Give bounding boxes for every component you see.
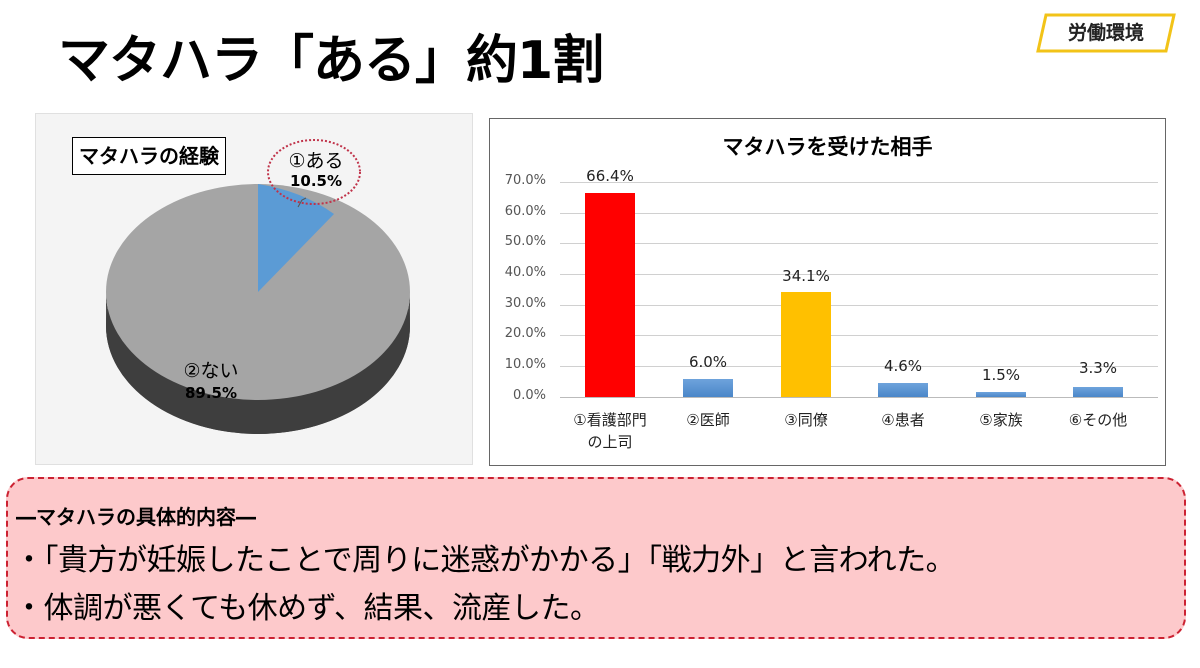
bar-chart-title: マタハラを受けた相手 (722, 135, 933, 159)
gridline (560, 305, 1158, 306)
tag-frame-shape (1036, 13, 1176, 53)
bar-value: 3.3% (1078, 359, 1118, 377)
pie-chart (106, 139, 410, 434)
x-label-line: ①看護部門 (573, 411, 647, 429)
bar-doctor (683, 379, 733, 397)
bar-nursing-supervisor (585, 193, 635, 397)
bar-family (976, 392, 1026, 397)
x-label: ⑤家族 (979, 411, 1023, 429)
x-label-line: の上司 (587, 433, 633, 451)
y-tick: 20.0% (504, 326, 546, 341)
gridline (560, 366, 1158, 367)
y-tick: 60.0% (504, 204, 546, 219)
bar-chart-panel: マタハラを受けた相手 70.0% 60.0% 50.0% 40.0% 30.0%… (489, 118, 1166, 466)
category-tag-label: 労働環境 (1067, 22, 1144, 44)
x-axis-line (560, 397, 1158, 398)
x-label: ③同僚 (784, 411, 828, 429)
x-label: ②医師 (686, 411, 730, 429)
x-label: ⑥その他 (1068, 411, 1128, 429)
gridline (560, 243, 1158, 244)
pie-label-none: ②ない (183, 360, 239, 382)
y-tick: 40.0% (504, 265, 546, 280)
x-label: ①看護部門 の上司 (560, 409, 660, 453)
y-tick: 0.0% (512, 388, 546, 403)
bar-value: 1.5% (981, 366, 1021, 384)
gridline (560, 335, 1158, 336)
page-title: マタハラ「ある」約1割 (58, 31, 604, 91)
bar-patient (878, 383, 928, 397)
y-tick: 70.0% (504, 173, 546, 188)
pie-value-yes: 10.5% (289, 172, 343, 190)
y-tick: 30.0% (504, 296, 546, 311)
x-label: ④患者 (881, 411, 925, 429)
y-tick: 10.0% (504, 357, 546, 372)
bar-colleague (781, 292, 831, 397)
pie-slice-yes (258, 184, 334, 292)
details-line: ・「貴方が妊娠したことで周りに迷惑がかかる」「戦力外」と言われた。 (14, 543, 956, 578)
gridline (560, 274, 1158, 275)
details-line: ・体調が悪くても休めず、結果、流産した。 (14, 591, 600, 626)
pie-label-yes: ①ある (288, 150, 344, 172)
details-heading: ―マタハラの具体的内容― (16, 505, 256, 529)
callout-ellipse (267, 139, 361, 205)
bar-value: 6.0% (688, 353, 728, 371)
pie-chart-panel: マタハラの経験 ①ある 10.5% ②ない 89.5% (35, 113, 473, 465)
category-tag: 労働環境 (1036, 12, 1176, 54)
bar-value: 66.4% (586, 167, 634, 185)
y-tick: 50.0% (504, 234, 546, 249)
gridline (560, 182, 1158, 183)
pie-value-none: 89.5% (184, 384, 238, 402)
pie-chart-title: マタハラの経験 (72, 137, 226, 175)
bar-other (1073, 387, 1123, 397)
harassment-details-box: ―マタハラの具体的内容― ・「貴方が妊娠したことで周りに迷惑がかかる」「戦力外」… (6, 477, 1186, 639)
bar-value: 34.1% (782, 267, 830, 285)
gridline (560, 213, 1158, 214)
bar-value: 4.6% (883, 357, 923, 375)
